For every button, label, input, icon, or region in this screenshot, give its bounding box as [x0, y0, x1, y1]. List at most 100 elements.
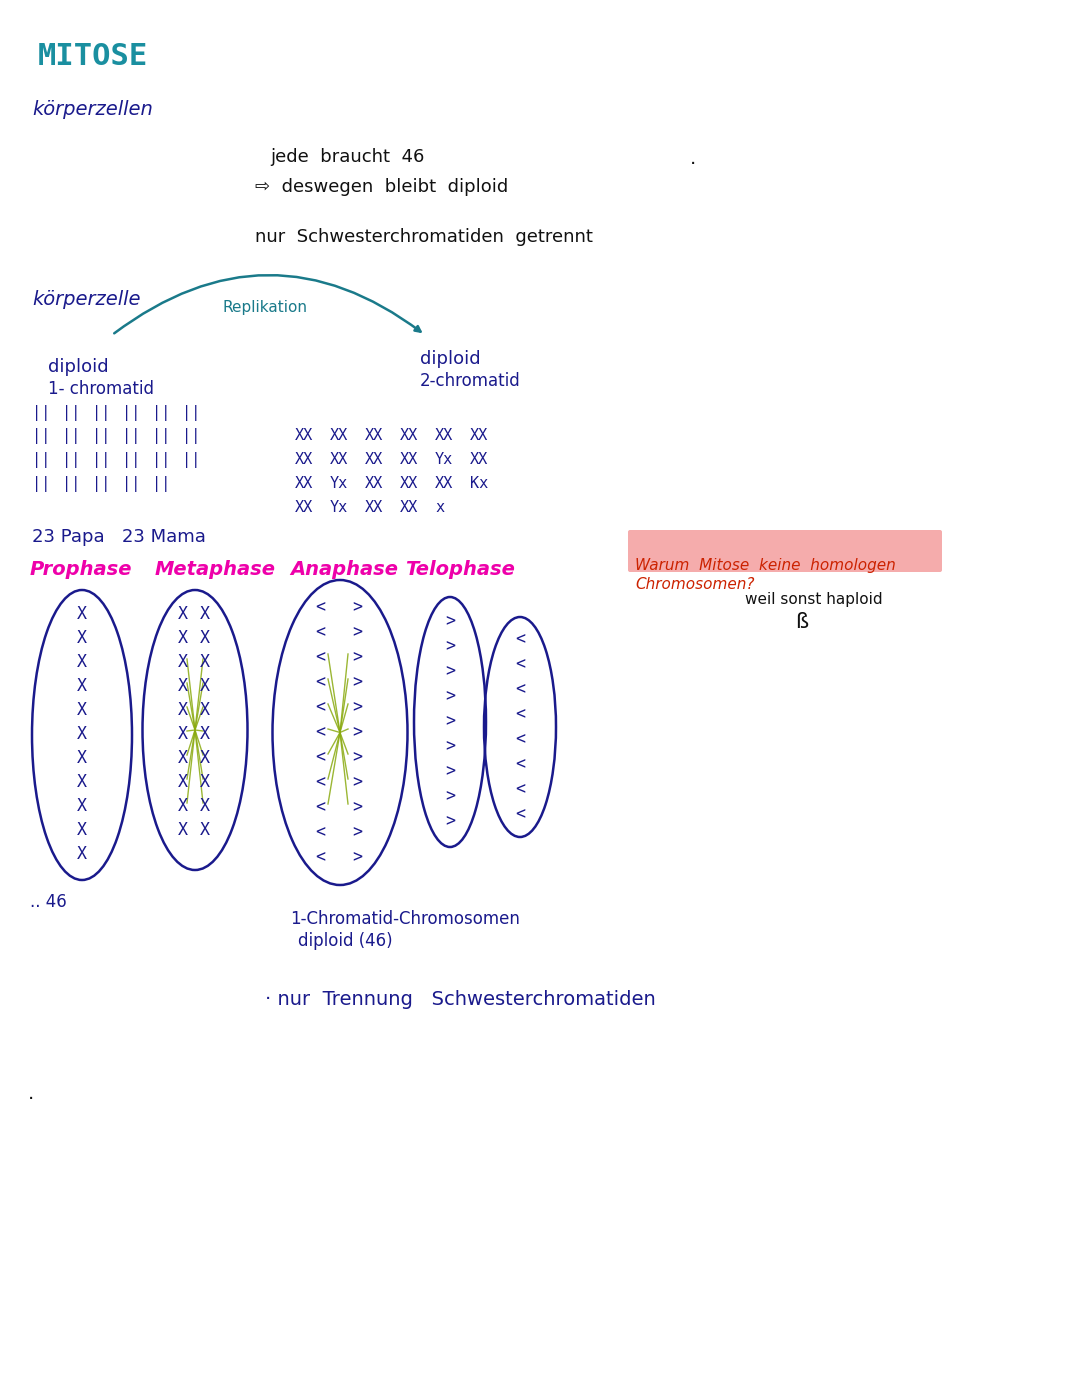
Text: <: < [315, 773, 325, 791]
Text: ||: || [92, 476, 110, 492]
Text: ||: || [92, 427, 110, 444]
Text: <: < [515, 780, 525, 798]
Text: Yx: Yx [330, 476, 348, 490]
Text: X: X [200, 701, 210, 719]
Text: XX: XX [400, 453, 418, 467]
Text: ||: || [32, 453, 51, 468]
Text: X: X [178, 773, 188, 791]
Text: X: X [77, 605, 87, 623]
Text: körperzelle: körperzelle [32, 291, 140, 309]
Text: >: > [352, 798, 362, 816]
Text: <: < [315, 648, 325, 666]
Text: Kx: Kx [470, 476, 488, 490]
Text: ||: || [32, 476, 51, 492]
Text: ||: || [183, 405, 200, 420]
Text: >: > [352, 598, 362, 616]
Text: XX: XX [400, 500, 418, 515]
Text: ||: || [122, 405, 140, 420]
Text: X: X [77, 749, 87, 767]
Text: XX: XX [435, 427, 454, 443]
Text: >: > [445, 637, 455, 655]
Text: 23 Papa   23 Mama: 23 Papa 23 Mama [32, 528, 206, 546]
Text: X: X [200, 652, 210, 671]
Text: ||: || [152, 453, 171, 468]
Text: X: X [200, 773, 210, 791]
Text: >: > [352, 698, 362, 717]
Text: XX: XX [295, 476, 313, 490]
Text: XX: XX [435, 476, 454, 490]
Text: <: < [515, 731, 525, 747]
Text: X: X [77, 629, 87, 647]
Text: <: < [315, 747, 325, 766]
Text: >: > [352, 773, 362, 791]
Text: X: X [178, 701, 188, 719]
Text: X: X [77, 701, 87, 719]
Text: >: > [352, 724, 362, 740]
Text: X: X [77, 652, 87, 671]
Text: ||: || [92, 405, 110, 420]
FancyBboxPatch shape [627, 529, 942, 571]
Text: X: X [77, 821, 87, 840]
Text: >: > [445, 662, 455, 680]
Text: X: X [200, 821, 210, 840]
Text: XX: XX [400, 427, 418, 443]
Text: X: X [200, 725, 210, 743]
Text: >: > [352, 747, 362, 766]
Text: >: > [445, 738, 455, 754]
Text: ·: · [690, 155, 697, 175]
Text: weil sonst haploid: weil sonst haploid [745, 592, 882, 608]
Text: <: < [515, 680, 525, 698]
Text: 1- chromatid: 1- chromatid [48, 380, 154, 398]
Text: >: > [445, 812, 455, 830]
Text: ||: || [62, 427, 80, 444]
Text: diploid (46): diploid (46) [298, 932, 393, 950]
Text: X: X [200, 798, 210, 814]
Text: X: X [178, 629, 188, 647]
Text: X: X [200, 629, 210, 647]
Text: XX: XX [365, 476, 383, 490]
Text: X: X [200, 605, 210, 623]
Text: ||: || [152, 405, 171, 420]
Text: X: X [200, 749, 210, 767]
Text: diploid: diploid [48, 358, 109, 376]
Text: X: X [178, 678, 188, 694]
Text: <: < [315, 798, 325, 816]
Text: X: X [77, 773, 87, 791]
Text: X: X [178, 652, 188, 671]
Text: X: X [200, 678, 210, 694]
Text: XX: XX [365, 500, 383, 515]
Text: <: < [515, 754, 525, 773]
Text: Yx: Yx [330, 500, 348, 515]
Text: ||: || [122, 427, 140, 444]
Text: >: > [352, 848, 362, 866]
Text: X: X [77, 725, 87, 743]
Text: >: > [352, 623, 362, 641]
Text: Chromosomen?: Chromosomen? [635, 577, 755, 592]
Text: .. 46: .. 46 [30, 893, 67, 911]
Text: Prophase: Prophase [30, 560, 133, 578]
Text: körperzellen: körperzellen [32, 101, 153, 119]
Text: X: X [178, 821, 188, 840]
Text: ||: || [92, 453, 110, 468]
Text: >: > [352, 648, 362, 666]
Text: >: > [445, 787, 455, 805]
Text: X: X [178, 749, 188, 767]
Text: X: X [77, 845, 87, 863]
Text: XX: XX [295, 453, 313, 467]
Text: X: X [178, 798, 188, 814]
Text: jede  braucht  46: jede braucht 46 [270, 148, 424, 166]
Text: ||: || [122, 453, 140, 468]
Text: X: X [77, 798, 87, 814]
Text: <: < [315, 848, 325, 866]
Text: Yx: Yx [435, 453, 454, 467]
Text: XX: XX [365, 427, 383, 443]
Text: XX: XX [330, 453, 348, 467]
Text: ||: || [62, 453, 80, 468]
Text: >: > [352, 673, 362, 692]
Text: <: < [515, 705, 525, 724]
Text: x: x [435, 500, 444, 515]
Text: >: > [445, 712, 455, 731]
Text: >: > [445, 761, 455, 780]
Text: <: < [515, 630, 525, 648]
Text: MITOSE: MITOSE [38, 42, 148, 71]
